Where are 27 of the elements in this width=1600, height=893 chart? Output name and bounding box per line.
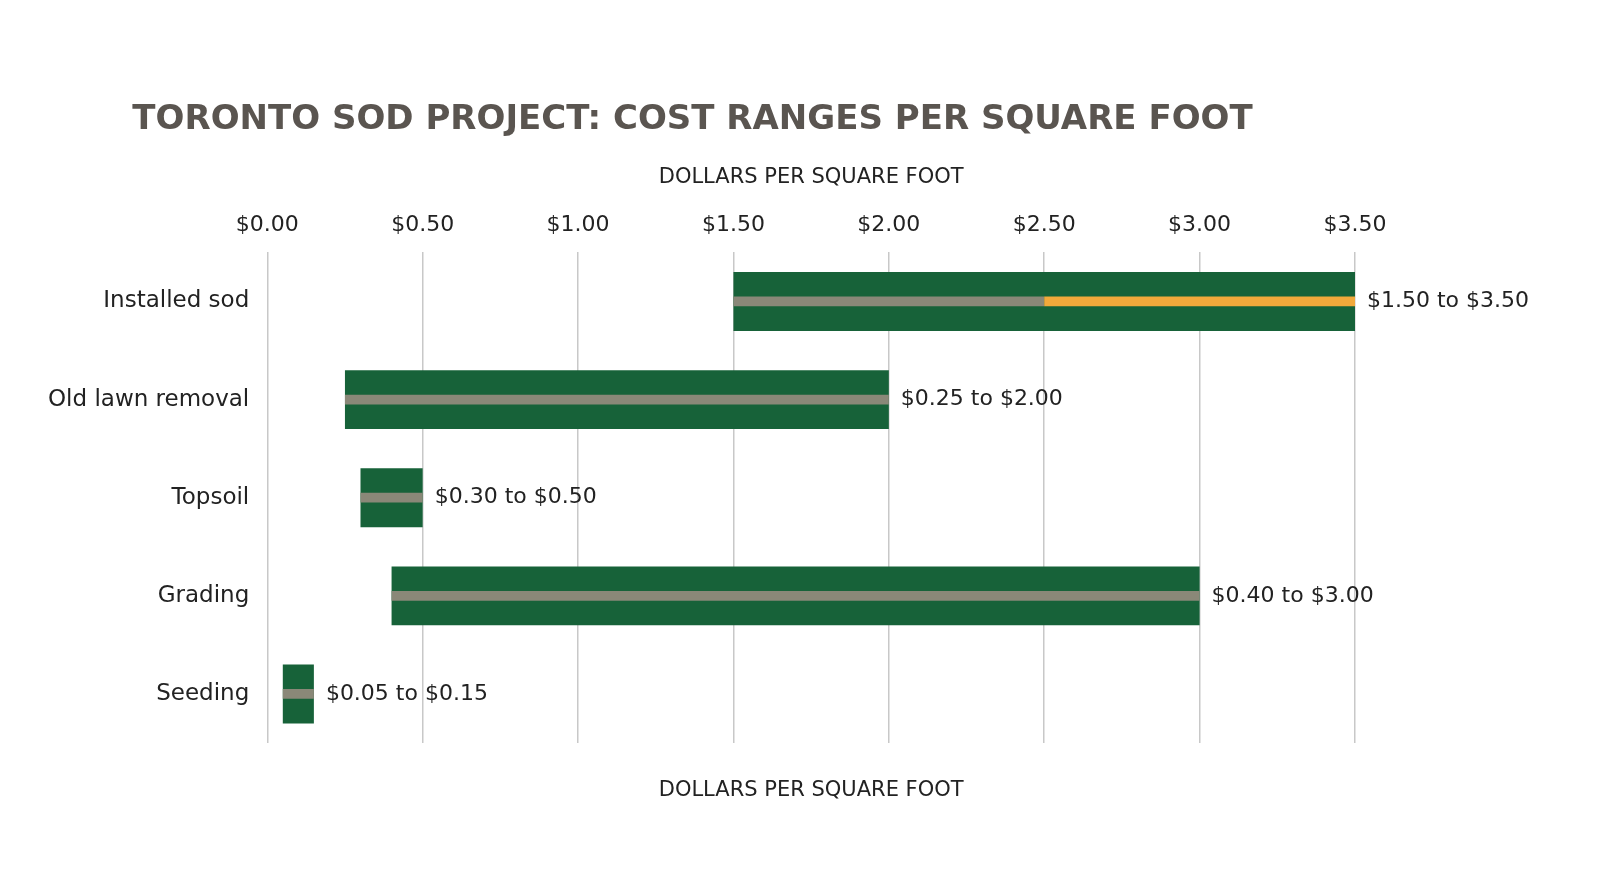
x-axis-title: DOLLARS PER SQUARE FOOT bbox=[658, 163, 964, 188]
bar bbox=[344, 394, 889, 405]
text: DOLLARS PER SQUARE FOOT bbox=[658, 777, 964, 802]
x-tick-label: $0.00 bbox=[235, 210, 299, 236]
x-tick-label: $1.50 bbox=[701, 210, 765, 236]
chart-title: TORONTO SOD PROJECT: COST RANGES PER SQUARE FOOT bbox=[132, 97, 1254, 138]
x-tick-label: $2.50 bbox=[1012, 210, 1076, 236]
x-tick-label: $2.00 bbox=[857, 210, 921, 236]
annotation: $0.05 to $0.15 bbox=[325, 679, 488, 705]
annotation: $0.25 to $2.00 bbox=[900, 385, 1063, 411]
bar bbox=[733, 296, 1045, 307]
x-tick-label: $0.50 bbox=[391, 210, 455, 236]
annotation: $0.40 to $3.00 bbox=[1211, 581, 1374, 607]
y-tick-label: Topsoil bbox=[170, 482, 250, 509]
annotation: $0.30 to $0.50 bbox=[434, 483, 597, 509]
x-tick-label: $1.00 bbox=[546, 210, 610, 236]
x-tick-label: $3.00 bbox=[1168, 210, 1232, 236]
y-tick-label: Installed sod bbox=[103, 286, 250, 313]
y-tick-label: Seeding bbox=[156, 678, 250, 705]
y-tick-label: Old lawn removal bbox=[48, 384, 250, 411]
bar bbox=[282, 689, 314, 699]
bar bbox=[391, 590, 1200, 601]
y-tick-label: Grading bbox=[157, 580, 250, 607]
annotation: $1.50 to $3.50 bbox=[1367, 287, 1530, 313]
bar bbox=[360, 492, 423, 503]
bar bbox=[1044, 296, 1355, 307]
x-tick-label: $3.50 bbox=[1323, 210, 1387, 236]
